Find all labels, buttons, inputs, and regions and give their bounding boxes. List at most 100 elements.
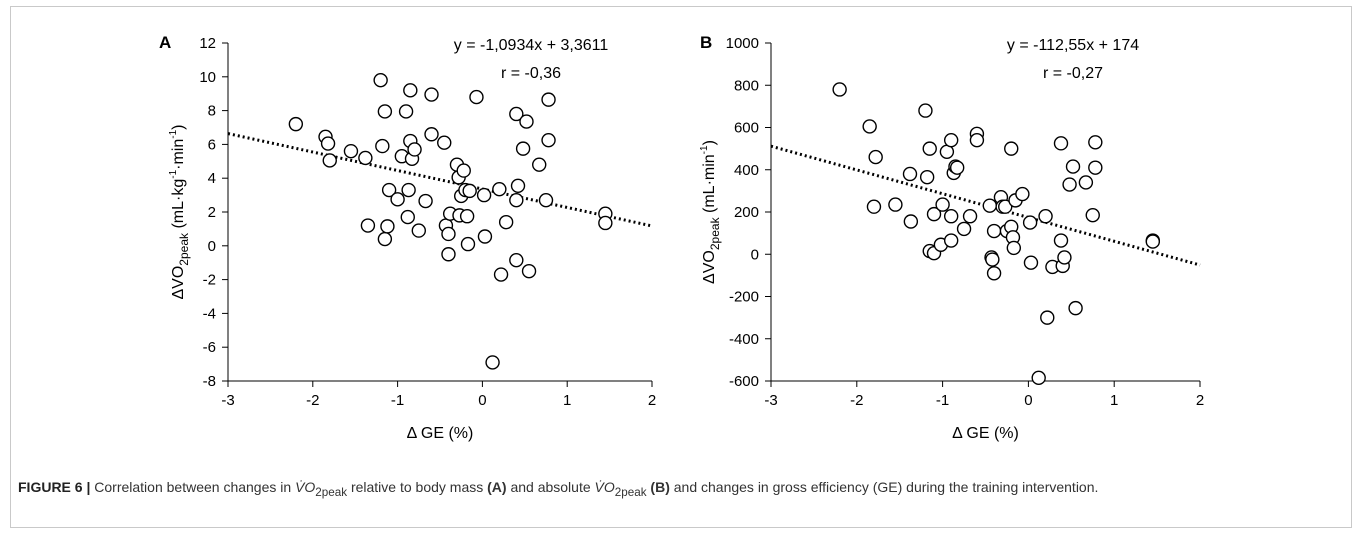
data-point — [866, 199, 882, 214]
data-point — [476, 187, 492, 203]
regression-equation: y = -112,55x + 174 — [1007, 37, 1139, 54]
data-point — [985, 252, 1000, 267]
data-point — [509, 106, 524, 122]
trendline — [227, 132, 653, 228]
y-tick-label: -4 — [203, 305, 216, 322]
y-tick-label: 800 — [734, 77, 759, 94]
data-point — [1040, 310, 1055, 325]
data-point — [411, 223, 426, 238]
data-point — [943, 209, 959, 224]
data-point — [1065, 159, 1081, 174]
data-point — [998, 199, 1013, 214]
y-tick-label: 4 — [208, 170, 216, 187]
y-axis-label-part: ) — [170, 125, 187, 130]
data-point — [403, 83, 418, 98]
y-tick-label: -2 — [203, 272, 216, 289]
regression-equation: y = -1,0934x + 3,3611 — [454, 37, 609, 54]
data-point — [1085, 207, 1100, 223]
x-axis-label: Δ GE (%) — [407, 425, 474, 442]
y-tick-label: 600 — [734, 120, 759, 137]
y-axis-label: ΔVO2peak (mL·kg-1·min-1) — [168, 125, 191, 300]
y-axis-label-part: ΔVO — [170, 266, 187, 300]
correlation-coefficient: r = -0,36 — [501, 65, 561, 82]
data-point — [424, 127, 439, 142]
y-tick-label: -6 — [203, 339, 216, 356]
caption-vo2-2: V̇O — [594, 479, 615, 495]
data-point — [437, 135, 452, 150]
data-point — [407, 142, 422, 157]
caption-text-3: and absolute — [506, 479, 595, 495]
data-point — [1068, 300, 1083, 316]
y-tick-label: -200 — [729, 289, 759, 306]
data-point — [510, 178, 526, 194]
data-point — [862, 119, 877, 134]
y-tick-label: 2 — [208, 204, 216, 221]
y-axis-label-part: (mL·min — [701, 154, 718, 217]
data-point — [1053, 136, 1069, 151]
data-point — [949, 160, 965, 175]
x-tick-label: 0 — [478, 392, 486, 409]
caption-label: FIGURE 6 | — [18, 479, 91, 495]
data-point — [986, 266, 1002, 281]
x-tick-label: 1 — [563, 392, 571, 409]
data-point — [1088, 160, 1103, 175]
chart-panel-b: -600 -400 -200 0 200 400 600 800 1000 -3 -2 -1 0 1 2 B Δ… — [699, 33, 1204, 442]
data-point — [935, 197, 950, 212]
y-axis-label-part: -1 — [168, 129, 179, 138]
y-axis-label-part: -1 — [168, 169, 179, 178]
data-point — [358, 150, 373, 166]
y-tick-label: -8 — [203, 373, 216, 390]
data-point — [868, 149, 883, 165]
data-point — [541, 92, 556, 107]
data-point — [1022, 215, 1038, 230]
data-point — [401, 182, 416, 198]
data-point — [456, 163, 471, 178]
data-point — [532, 157, 547, 172]
x-tick-label: 2 — [1196, 392, 1204, 409]
y-tick-label: 200 — [734, 204, 759, 221]
data-point — [492, 181, 507, 197]
y-axis-label: ΔVO2peak (mL·min-1) — [699, 140, 722, 284]
data-point — [926, 206, 942, 222]
caption-text-1: Correlation between changes in — [94, 479, 296, 495]
data-point — [377, 231, 393, 247]
panel-label: A — [159, 33, 171, 52]
y-tick-label: 0 — [208, 238, 216, 255]
x-tick-label: -1 — [936, 392, 949, 409]
data-point — [398, 104, 414, 119]
data-point — [1038, 209, 1053, 224]
data-point — [919, 169, 935, 185]
data-point — [538, 192, 554, 208]
x-tick-label: 1 — [1110, 392, 1118, 409]
y-tick-label: 400 — [734, 162, 759, 179]
data-point — [441, 247, 456, 262]
data-point — [986, 223, 1002, 239]
data-point — [373, 72, 388, 88]
data-point — [400, 209, 415, 225]
data-point — [509, 252, 524, 268]
data-point — [943, 233, 959, 248]
y-tick-label: 6 — [208, 136, 216, 153]
data-point — [1062, 177, 1077, 192]
data-point — [375, 138, 390, 154]
data-point — [381, 182, 397, 198]
x-axis-label: Δ GE (%) — [952, 425, 1019, 442]
x-tick-label: -1 — [391, 392, 404, 409]
correlation-coefficient: r = -0,27 — [1043, 65, 1103, 82]
data-point — [1023, 255, 1039, 270]
y-axis-label-part: 2peak — [177, 232, 191, 266]
y-axis-label-part: -1 — [699, 145, 710, 154]
y-axis-label-part: 2peak — [708, 216, 722, 250]
y-tick-label: 1000 — [726, 35, 759, 52]
x-tick-label: -3 — [764, 392, 777, 409]
data-point — [962, 209, 978, 224]
data-point — [288, 116, 304, 132]
y-tick-label: 0 — [751, 246, 759, 263]
x-tick-label: 0 — [1024, 392, 1032, 409]
data-point — [493, 267, 509, 282]
data-point — [459, 209, 475, 224]
y-tick-label: 12 — [199, 35, 216, 52]
data-point — [509, 192, 524, 208]
